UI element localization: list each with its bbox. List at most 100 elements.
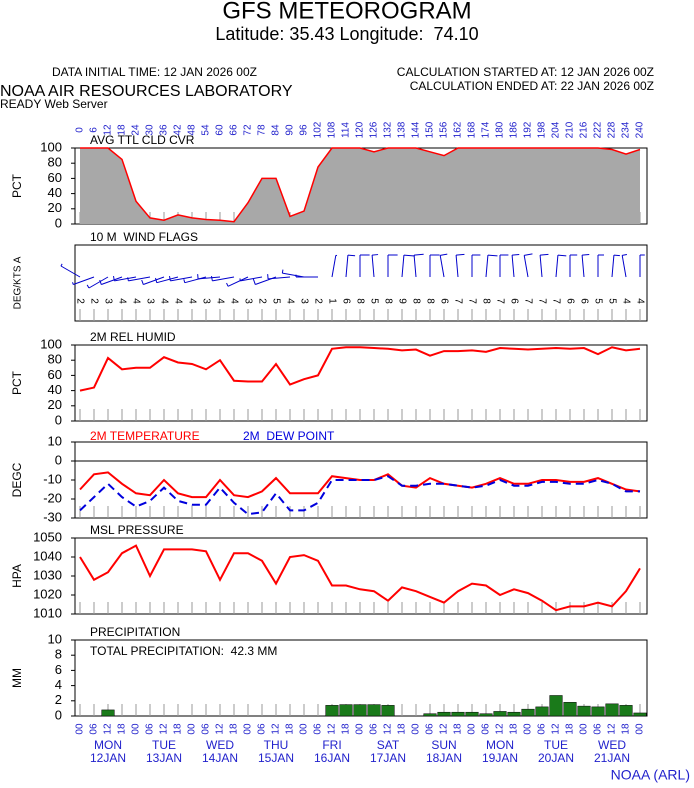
wind-staff — [371, 255, 375, 278]
forecast-hour: 102 — [313, 121, 324, 138]
day-label: MON — [94, 738, 122, 752]
precip-bar — [339, 704, 353, 717]
day-label: WED — [598, 738, 626, 752]
forecast-hour: 192 — [523, 121, 534, 138]
forecast-hour: 54 — [201, 124, 212, 136]
wind-staff — [156, 276, 179, 284]
date-label: 15JAN — [258, 751, 294, 765]
wind-feather — [141, 279, 144, 285]
wind-speed: 7 — [522, 298, 533, 304]
hour-label: 18 — [285, 723, 296, 735]
wind-staff — [143, 276, 165, 285]
y-tick-label: -20 — [43, 490, 62, 505]
wind-feather — [540, 253, 549, 256]
hour-label: 00 — [299, 723, 310, 735]
y-tick-label: 1010 — [33, 605, 62, 620]
y-tick-label: 8 — [55, 647, 62, 662]
y-tick-label: 100 — [40, 139, 62, 154]
panel-title: 2M REL HUMID — [90, 330, 176, 344]
hour-label: 12 — [271, 723, 282, 735]
day-label: MON — [486, 738, 514, 752]
wind-staff — [485, 255, 489, 278]
day-label: TUE — [544, 738, 568, 752]
hour-label: 18 — [229, 723, 240, 735]
precip-bar — [493, 711, 507, 717]
y-axis-label: MM — [10, 668, 24, 688]
y-tick-label: 1020 — [33, 586, 62, 601]
forecast-hour: 168 — [467, 121, 478, 138]
hour-label: 12 — [383, 723, 394, 735]
hour-label: 00 — [523, 723, 534, 735]
precip-bar — [451, 711, 465, 717]
day-label: TUE — [152, 738, 176, 752]
wind-feather — [524, 253, 533, 256]
hour-label: 12 — [159, 723, 170, 735]
forecast-hour: 72 — [243, 124, 254, 136]
hour-label: 18 — [117, 723, 128, 735]
hour-label: 12 — [439, 723, 450, 735]
forecast-hour: 228 — [607, 121, 618, 138]
wind-staff — [128, 276, 151, 282]
date-label: 21JAN — [594, 751, 630, 765]
hour-label: 06 — [257, 723, 268, 735]
forecast-hour: 60 — [215, 124, 226, 136]
hour-label: 12 — [215, 723, 226, 735]
precip-bar — [325, 705, 339, 717]
wind-staff — [439, 255, 445, 278]
wind-feather — [183, 279, 186, 283]
forecast-hour: 78 — [257, 124, 268, 136]
wind-feather — [169, 276, 171, 281]
wind-feather — [60, 263, 63, 267]
date-label: 16JAN — [314, 751, 350, 765]
hour-label: 12 — [607, 723, 618, 735]
forecast-hour: 0 — [75, 127, 86, 133]
y-tick-label: 4 — [55, 677, 62, 692]
series-line — [79, 544, 641, 612]
wind-feather — [440, 253, 448, 256]
wind-staff — [88, 276, 109, 289]
wind-staff — [184, 276, 207, 284]
cloud-line — [80, 147, 641, 223]
wind-staff — [511, 255, 515, 278]
wind-staff — [282, 272, 305, 278]
forecast-hour: 66 — [229, 124, 240, 136]
y-tick-label: 80 — [48, 155, 62, 170]
precip-bar — [521, 708, 535, 717]
day-label: WED — [206, 738, 234, 752]
wind-speed: 6 — [340, 298, 351, 304]
subtitle: Latitude: 35.43 Longitude: 74.10 — [215, 24, 478, 44]
forecast-hour: 186 — [509, 121, 520, 138]
y-tick-label: 0 — [55, 452, 62, 467]
wind-staff — [227, 276, 249, 287]
precip-bar — [437, 711, 451, 717]
precip-bar — [479, 713, 493, 717]
hour-label: 06 — [201, 723, 212, 735]
hour-label: 06 — [593, 723, 604, 735]
forecast-hour: 84 — [271, 124, 282, 136]
y-axis-label: HPA — [10, 564, 24, 588]
title: GFS METEOROGRAM — [222, 0, 471, 24]
hour-label: 06 — [145, 723, 156, 735]
series-line — [79, 471, 641, 499]
wind-speed: 2 — [256, 298, 267, 304]
hour-label: 18 — [565, 723, 576, 735]
forecast-hour: 138 — [397, 121, 408, 138]
wind-staff — [170, 276, 193, 282]
day-label: SAT — [377, 738, 400, 752]
forecast-hour: 216 — [579, 121, 590, 138]
y-tick-label: 1050 — [33, 529, 62, 544]
precip-bar — [507, 711, 521, 717]
wind-speed: 5 — [270, 298, 281, 304]
wind-speed: 3 — [102, 298, 113, 304]
precip-bar — [605, 703, 619, 717]
hour-label: 00 — [131, 723, 142, 735]
wind-staff — [212, 276, 235, 282]
wind-speed: 7 — [466, 298, 477, 304]
date-label: 17JAN — [370, 751, 406, 765]
series-line — [79, 346, 641, 392]
wind-staff — [455, 255, 459, 278]
forecast-hour: 12 — [103, 124, 114, 136]
hour-label: 18 — [173, 723, 184, 735]
wind-speed: 4 — [620, 298, 631, 304]
forecast-hour: 144 — [411, 121, 422, 138]
